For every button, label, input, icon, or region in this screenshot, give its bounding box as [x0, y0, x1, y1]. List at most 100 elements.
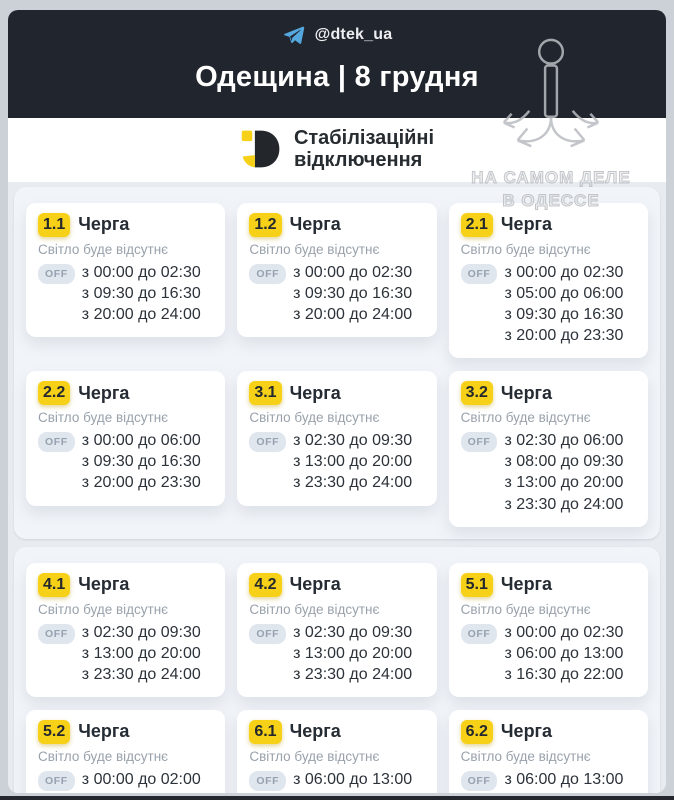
stabilization-title: Стабілізаційні відключення: [294, 127, 434, 172]
off-badge: OFF: [38, 432, 75, 453]
outage-time: з 05:00 до 06:00: [504, 284, 624, 302]
queue-label: Черга: [500, 214, 553, 235]
outage-time: з 09:30 до 16:30: [81, 284, 201, 302]
dtek-logo-icon: [241, 131, 280, 168]
queue-card-header: 1.1 Черга: [38, 212, 216, 237]
outage-times-row: OFF з 02:30 до 09:30 з 13:00 до 20:00 з 23…: [249, 622, 427, 685]
queue-card: 5.1 Черга Світло буде відсутнє OFF з 00:…: [448, 562, 648, 697]
queue-card: 1.2 Черга Світло буде відсутнє OFF з 00:…: [237, 202, 437, 338]
outage-subtitle: Світло буде відсутнє: [460, 601, 591, 617]
outage-times-list: з 02:30 до 09:30 з 13:00 до 20:00 з 23:30 …: [293, 430, 412, 493]
queue-grid-bottom: 4.1 Черга Світло буде відсутнє OFF з 02:…: [26, 562, 648, 793]
outage-time: з 16:30 до 22:00: [504, 665, 624, 683]
outage-time: з 06:00 до 13:00: [82, 790, 201, 793]
outage-times-row: OFF з 02:30 до 09:30 з 13:00 до 20:00 з 23…: [38, 622, 216, 685]
queue-card-header: 1.2 Черга: [249, 212, 427, 237]
outage-time: з 08:00 до 09:30: [504, 453, 624, 471]
queue-number-badge: 1.2: [249, 212, 282, 237]
queue-card: 5.2 Черга Світло буде відсутнє OFF з 00:…: [26, 709, 226, 793]
queue-number-badge: 2.1: [460, 212, 493, 237]
queue-card-header: 2.1 Черга: [460, 212, 639, 237]
off-badge: OFF: [249, 770, 287, 791]
queue-number-badge: 5.2: [38, 719, 71, 744]
queue-label: Черга: [78, 574, 130, 595]
queue-card-header: 5.1 Черга: [460, 572, 639, 597]
off-badge: OFF: [460, 770, 498, 791]
outage-time: з 20:00 до 24:00: [293, 306, 413, 323]
schedule-panel-top: 1.1 Черга Світло буде відсутнє OFF з 00:…: [14, 186, 660, 539]
off-badge: OFF: [460, 623, 498, 644]
queue-grid-top: 1.1 Черга Світло буде відсутнє OFF з 00:…: [26, 202, 648, 527]
queue-card: 6.2 Черга Світло буде відсутнє OFF з 06:…: [448, 709, 648, 793]
off-badge: OFF: [460, 432, 498, 453]
queue-card-header: 3.2 Черга: [460, 381, 639, 406]
schedule-panel-bottom: 4.1 Черга Світло буде відсутнє OFF з 02:…: [14, 546, 660, 793]
outage-times-list: з 00:00 до 02:00з 06:00 до 13:00з 16:30 …: [82, 769, 201, 793]
outage-time: з 20:00 до 23:30: [504, 327, 624, 345]
queue-number-badge: 6.2: [460, 719, 493, 744]
queue-number-badge: 6.1: [249, 719, 282, 744]
outage-subtitle: Світло буде відсутнє: [460, 241, 591, 257]
outage-time: з 00:00 до 02:30: [293, 263, 413, 281]
outage-times-list: з 02:30 до 09:30 з 13:00 до 20:00 з 23:30 …: [82, 622, 201, 685]
telegram-channel-link[interactable]: @dtek_ua: [8, 23, 666, 47]
queue-number-badge: 3.1: [249, 381, 282, 406]
queue-card-header: 4.1 Черга: [38, 572, 216, 597]
outage-times-row: OFF з 00:00 до 02:30 з 05:00 до 06:00 з 09…: [460, 262, 639, 346]
telegram-paper-plane-icon: [283, 26, 304, 44]
queue-label: Черга: [78, 721, 130, 742]
queue-number-badge: 5.1: [460, 572, 493, 597]
queue-card-header: 5.2 Черга: [38, 719, 216, 744]
outage-time: з 00:00 до 02:00: [81, 770, 201, 788]
queue-label: Черга: [78, 214, 130, 235]
queue-card-header: 6.2 Черга: [460, 719, 639, 744]
outage-time: з 09:30 до 16:30: [81, 453, 201, 471]
off-badge: OFF: [249, 623, 287, 644]
outage-times-list: з 00:00 до 02:30 з 09:30 до 16:30 з 20:00 …: [82, 262, 201, 325]
queue-card: 3.1 Черга Світло буде відсутнє OFF з 02:…: [237, 371, 437, 506]
outage-subtitle: Світло буде відсутнє: [249, 241, 380, 257]
outage-times-list: з 06:00 до 13:00 з 16:30 до 23:30: [293, 769, 412, 793]
queue-label: Черга: [500, 382, 553, 403]
outage-times-list: з 00:00 до 02:30 з 06:00 до 13:00 з 16:30 …: [504, 622, 623, 685]
outage-times-list: з 00:00 до 02:30 з 05:00 до 06:00 з 09:30 …: [504, 262, 623, 346]
outage-time: з 13:00 до 20:00: [504, 474, 624, 492]
bottom-border: [0, 796, 674, 800]
queue-card: 4.1 Черга Світло буде відсутнє OFF з 02:…: [26, 562, 226, 697]
outage-time: з 13:00 до 20:00: [293, 644, 413, 662]
outage-time: з 23:30 до 24:00: [293, 665, 413, 683]
logo-strip: Стабілізаційні відключення: [8, 118, 666, 182]
queue-label: Черга: [289, 574, 341, 595]
outage-time: з 00:00 до 02:30: [504, 263, 624, 281]
queue-card-header: 3.1 Черга: [249, 381, 427, 406]
queue-number-badge: 4.1: [38, 572, 71, 597]
outage-times-row: OFF з 00:00 до 02:00з 06:00 до 13:00з 16…: [38, 769, 216, 793]
queue-card: 6.1 Черга Світло буде відсутнє OFF з 06:…: [237, 709, 437, 793]
outage-time: з 13:00 до 20:00: [293, 453, 413, 471]
outage-time: з 23:30 до 24:00: [81, 665, 201, 683]
outage-subtitle: Світло буде відсутнє: [249, 410, 380, 426]
queue-label: Черга: [500, 574, 553, 595]
outage-times-row: OFF з 02:30 до 09:30 з 13:00 до 20:00 з 23…: [249, 430, 427, 493]
queue-card-header: 2.2 Черга: [38, 381, 216, 406]
page-title: Одещина | 8 грудня: [195, 61, 479, 93]
outage-times-row: OFF з 00:00 до 02:30 з 09:30 до 16:30 з 20…: [38, 262, 216, 325]
outage-subtitle: Світло буде відсутнє: [249, 748, 380, 764]
outage-time: з 02:30 до 09:30: [81, 623, 201, 641]
queue-card: 2.1 Черга Світло буде відсутнє OFF з 00:…: [448, 202, 648, 359]
outage-subtitle: Світло буде відсутнє: [38, 601, 169, 617]
outage-time: з 00:00 до 02:30: [504, 623, 624, 641]
header: @dtek_ua Одещина | 8 грудня: [8, 10, 666, 118]
off-badge: OFF: [460, 263, 498, 284]
outage-time: з 23:30 до 24:00: [504, 495, 624, 513]
outage-times-row: OFF з 02:30 до 06:00 з 08:00 до 09:30 з 13…: [460, 430, 639, 514]
outage-time: з 20:00 до 23:30: [81, 474, 201, 492]
outage-times-list: з 00:00 до 06:00 з 09:30 до 16:30 з 20:00 …: [82, 430, 201, 493]
outage-times-list: з 02:30 до 09:30 з 13:00 до 20:00 з 23:30 …: [293, 622, 412, 685]
outage-times-row: OFF з 00:00 до 02:30 з 06:00 до 13:00 з 16…: [460, 622, 639, 685]
outage-subtitle: Світло буде відсутнє: [249, 601, 380, 617]
outage-subtitle: Світло буде відсутнє: [38, 410, 169, 426]
queue-label: Черга: [289, 382, 341, 403]
outage-time: з 06:00 до 13:00: [504, 770, 624, 788]
outage-subtitle: Світло буде відсутнє: [38, 748, 169, 764]
